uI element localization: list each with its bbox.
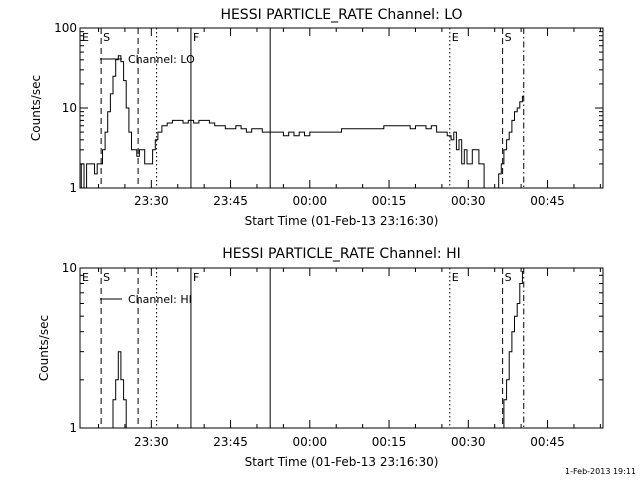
x-tick-label: 23:30 [134,194,169,208]
corner-label: E [82,31,89,44]
data-series-line [80,55,524,189]
y-axis-label: Counts/sec [37,315,51,381]
hi-channel-panel: HESSI PARTICLE_RATE Channel: HI 1 10 23:30 2… [37,246,604,469]
plot-frame [79,267,604,429]
x-tick-label: 23:45 [213,435,248,449]
plot-frame [79,27,604,189]
event-marker-label: S [103,31,110,44]
x-tick-label: 23:30 [134,435,169,449]
x-axis-label: Start Time (01-Feb-13 23:16:30) [245,214,439,228]
chart-title: HESSI PARTICLE_RATE Channel: LO [220,7,462,23]
data-series-line [502,271,524,429]
plot-timestamp: 1-Feb-2013 19:11 [565,467,636,476]
x-tick-label: 00:00 [293,194,328,208]
corner-label: E [82,271,89,284]
x-tick-label: 00:45 [530,194,565,208]
legend-label: Channel: LO [128,53,195,66]
event-marker-label: S [505,271,512,284]
event-marker-label: F [193,31,199,44]
x-tick-label: 00:30 [451,194,486,208]
event-marker-label: S [103,271,110,284]
chart-title: HESSI PARTICLE_RATE Channel: HI [222,246,460,262]
legend-label: Channel: HI [128,293,192,306]
y-tick-label: 1 [69,181,77,195]
x-tick-label: 23:45 [213,194,248,208]
y-axis-label: Counts/sec [29,75,43,141]
x-tick-label: 00:15 [372,194,407,208]
x-tick-label: 00:15 [372,435,407,449]
event-marker-label: E [452,31,459,44]
lo-channel-panel: HESSI PARTICLE_RATE Channel: LO 1 10 100 23:… [29,7,604,228]
x-axis-label: Start Time (01-Feb-13 23:16:30) [245,455,439,469]
data-series-line [111,351,128,429]
y-tick-label: 1 [69,421,77,435]
y-tick-label: 100 [54,21,77,35]
y-tick-label: 10 [62,101,77,115]
x-tick-label: 00:45 [530,435,565,449]
event-marker-label: S [505,31,512,44]
event-marker-label: F [193,271,199,284]
y-tick-label: 10 [62,261,77,275]
event-marker-label: E [452,271,459,284]
x-tick-label: 00:30 [451,435,486,449]
x-tick-label: 00:00 [293,435,328,449]
